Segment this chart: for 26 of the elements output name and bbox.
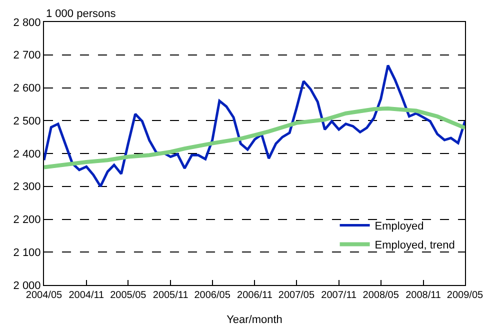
x-tick-label: 2006/11 [237,290,273,301]
x-tick-label: 2005/11 [152,290,189,301]
x-tick-label: 2004/05 [26,290,63,301]
y-tick-label: 2 800 [13,16,41,29]
x-tick-label: 2004/11 [68,290,105,301]
y-tick-label: 2 100 [13,246,41,259]
y-tick-label: 2 300 [13,181,41,194]
y-tick-label: 2 400 [13,148,41,160]
y-tick-label: 2 200 [13,214,41,226]
y-tick-label: 2 500 [13,115,41,128]
x-tick-label: 2009/05 [446,290,484,301]
x-tick-label: 2006/05 [194,290,231,301]
line-series [44,106,465,170]
y-tick-label: 2 700 [13,50,41,62]
line-series [44,64,465,188]
x-tick-label: 2007/05 [278,290,315,301]
legend-label: Employed [374,220,424,232]
x-tick-label: 2007/11 [321,290,358,301]
legend-label: Employed, trend [374,239,455,252]
y-tick-label: 2 000 [13,280,41,292]
x-tick-label: 2008/11 [406,290,442,301]
x-tick-label: 2005/05 [110,290,147,301]
y-axis-title: 1 000 persons [46,8,116,20]
x-axis-title: Year/month [226,314,282,326]
y-tick-label: 2 600 [13,82,41,95]
x-tick-label: 2008/05 [362,290,400,301]
